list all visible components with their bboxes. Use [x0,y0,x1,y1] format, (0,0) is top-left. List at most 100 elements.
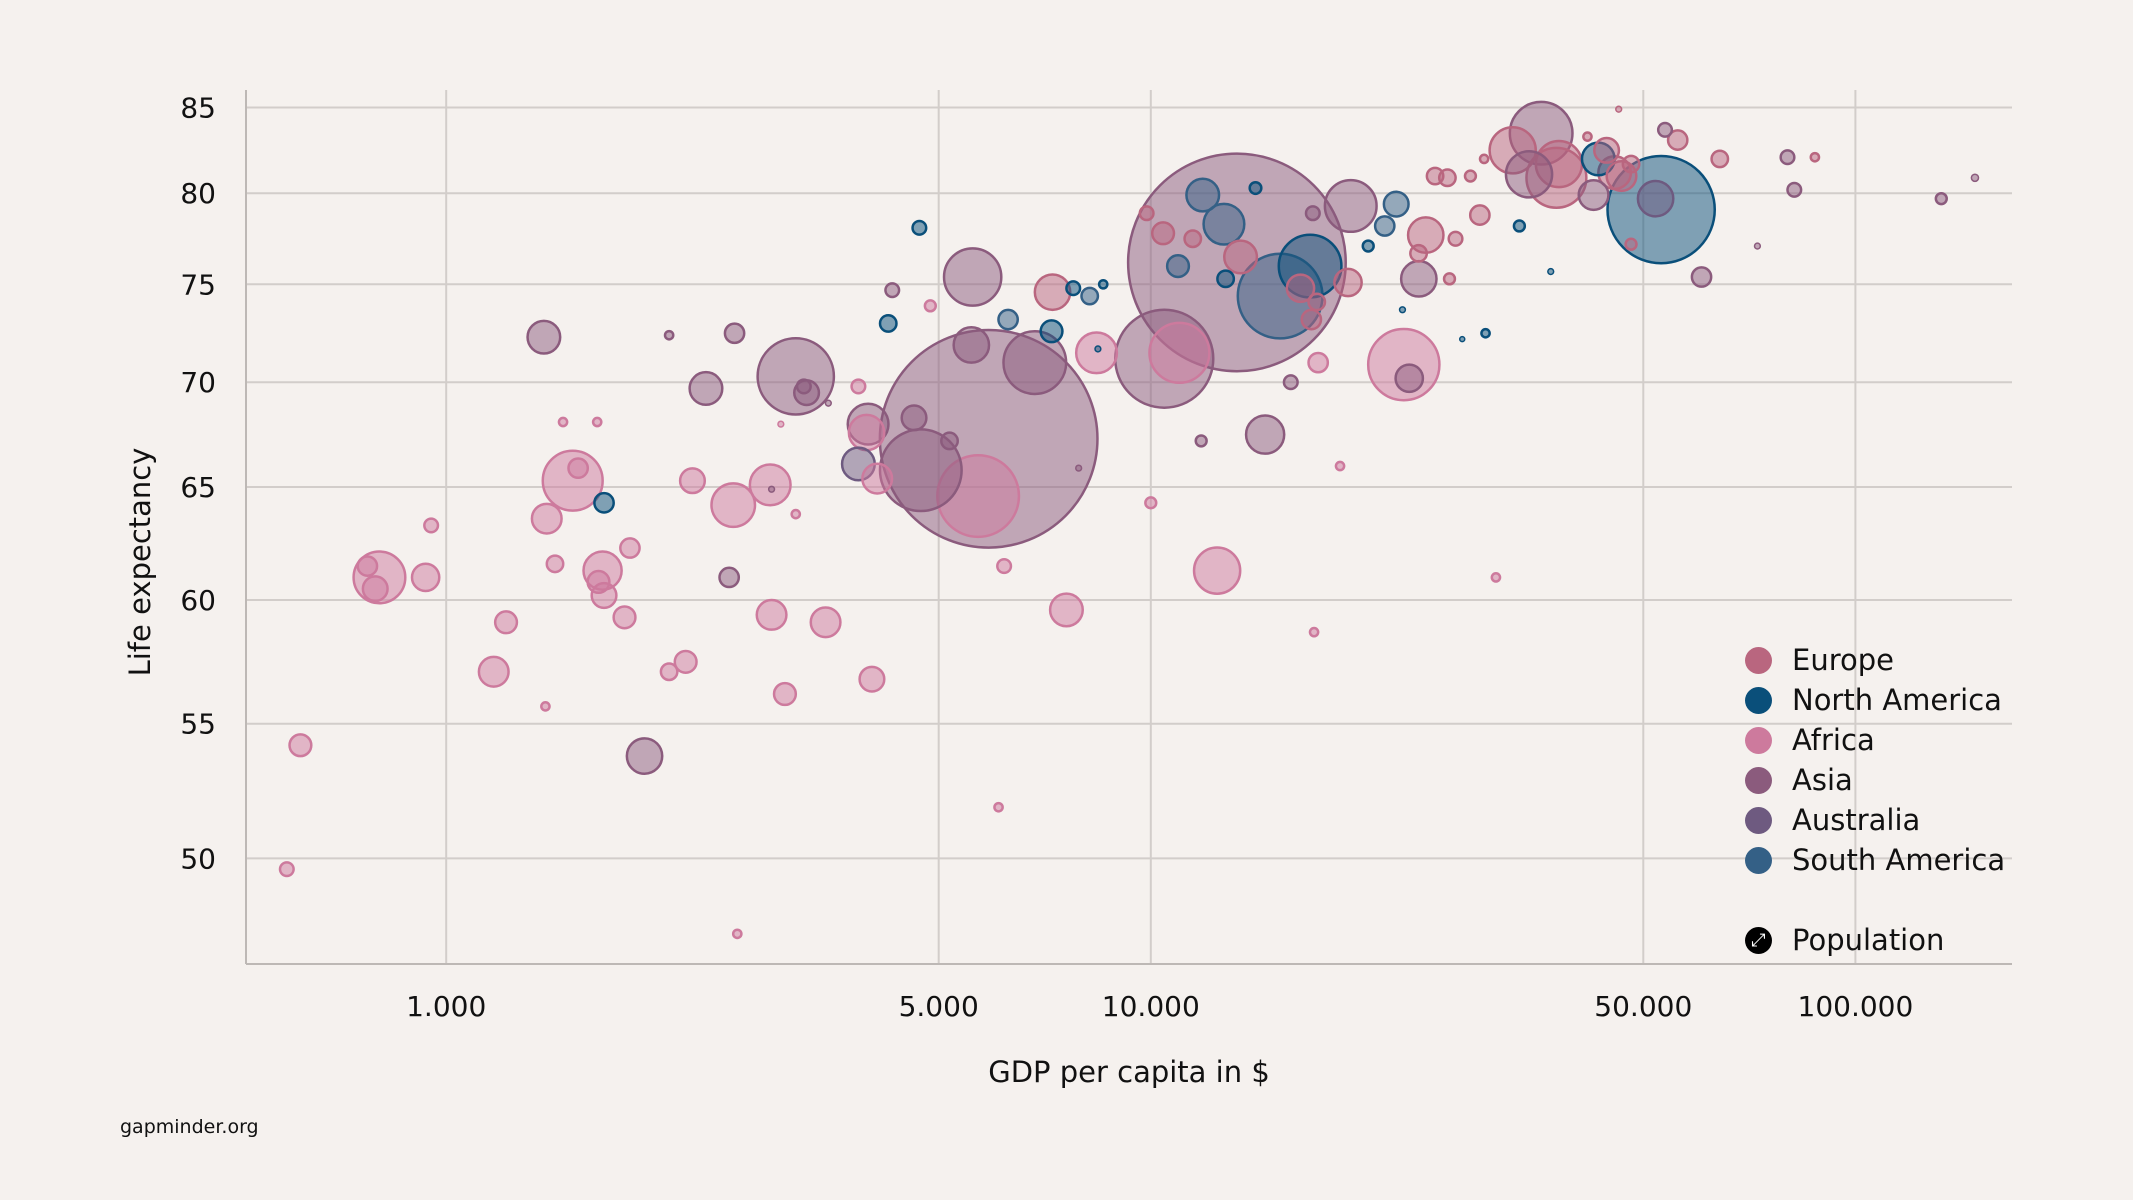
bubble-africa [477,655,510,688]
legend-swatch [1745,686,1772,714]
bubble-north-america [1094,345,1102,353]
x-tick-label: 5.000 [899,990,979,1023]
bubble-africa [1192,546,1242,595]
bubble-europe [1307,292,1327,312]
bubble-north-america [1065,280,1082,297]
bubble-asia [824,399,832,407]
bubble-asia [1753,242,1762,250]
bubble-africa [858,665,886,693]
bubble-north-america [1216,269,1236,289]
bubble-asia [625,737,664,775]
legend-item-south-america[interactable]: South America [1745,840,2005,880]
bubble-africa [861,462,894,495]
bubble-africa [591,416,603,428]
bubble-europe [1333,267,1363,298]
bubble-africa [586,569,611,595]
bubble-africa [673,649,698,674]
bubble-africa [1307,351,1330,374]
bubble-asia [1577,178,1610,212]
bubble-europe [1437,168,1457,188]
bubble-asia [952,326,991,364]
bubble-europe [1442,272,1457,286]
y-axis-title: Life expectancy [123,448,157,677]
bubble-europe [1300,308,1323,331]
bubble-asia [1194,434,1208,448]
bubble-north-america [1458,335,1466,343]
bubble-africa [678,467,707,495]
resize-arrows-icon: ⤢ [1745,926,1772,954]
bubble-asia [1504,150,1554,199]
legend-item-australia[interactable]: Australia [1745,800,2005,840]
bubble-south-america [1080,286,1100,306]
bubble-south-america [1382,190,1410,218]
legend-swatch [1745,726,1772,754]
bubble-asia [1002,330,1068,396]
bubble-asia [940,431,959,451]
bubble-africa [996,558,1013,575]
bubble-north-america [1480,327,1491,339]
bubble-south-america [1202,202,1246,246]
legend-swatch [1745,846,1772,874]
x-tick-label: 1.000 [406,990,486,1023]
legend-label: North America [1792,683,2002,717]
bubble-europe [1409,243,1429,263]
bubble-europe [1033,273,1072,312]
bubble-asia [1656,121,1674,138]
bubble-south-america [1165,253,1191,279]
bubble-north-america [1361,239,1375,253]
bubble-asia [756,336,836,416]
bubble-north-america [1512,219,1527,233]
legend-item-africa[interactable]: Africa [1745,720,2005,760]
y-tick-label: 85 [180,92,216,125]
bubble-africa [423,517,440,534]
bubble-africa [619,537,641,559]
bubble-north-america [1248,180,1263,196]
bubble-asia [718,566,741,589]
bubble-asia [526,319,562,355]
bubble-africa [777,420,785,428]
bubble-africa [1048,592,1084,628]
bubble-africa [1334,460,1346,472]
legend-item-north-america[interactable]: North America [1745,680,2005,720]
bubble-asia [1786,181,1803,198]
y-tick-label: 65 [180,471,216,504]
y-tick-label: 50 [180,842,216,875]
bubble-africa [809,606,842,639]
legend-label: Asia [1792,763,1853,797]
bubble-africa [850,378,867,395]
bubble-africa [545,554,565,574]
bubble-europe [1593,136,1621,164]
legend-population[interactable]: ⤢ Population [1745,920,2005,960]
bubble-africa [748,463,792,507]
bubble-africa [493,610,519,635]
bubble-europe [1582,131,1593,143]
legend-label: Africa [1792,723,1875,757]
bubble-asia [1934,191,1948,206]
legend-item-europe[interactable]: Europe [1745,640,2005,680]
legend-label: Population [1792,923,1945,957]
bubble-asia [1323,178,1378,234]
bubble-africa [710,482,757,529]
bubble-africa [1148,321,1211,385]
bubble-north-america [878,313,898,333]
bubble-europe [1447,230,1464,247]
legend-item-asia[interactable]: Asia [1745,760,2005,800]
bubble-africa [557,416,569,428]
bubble-africa [530,502,563,535]
y-tick-label: 75 [180,268,216,301]
bubble-africa [1144,496,1158,510]
bubble-africa [540,701,551,712]
bubble-europe [1809,151,1821,163]
bubble-asia [1394,363,1425,394]
bubble-asia [1970,173,1980,183]
bubble-asia [723,322,746,345]
bubble-asia [1244,414,1286,455]
bubble-europe [1138,205,1155,222]
legend: Europe North America Africa Asia Australia So… [1745,640,2005,960]
bubble-africa [659,662,679,682]
bubble-north-america [1547,267,1555,276]
bubble-asia [942,247,1003,307]
bubble-asia [688,370,724,407]
bubbles [278,100,1980,940]
